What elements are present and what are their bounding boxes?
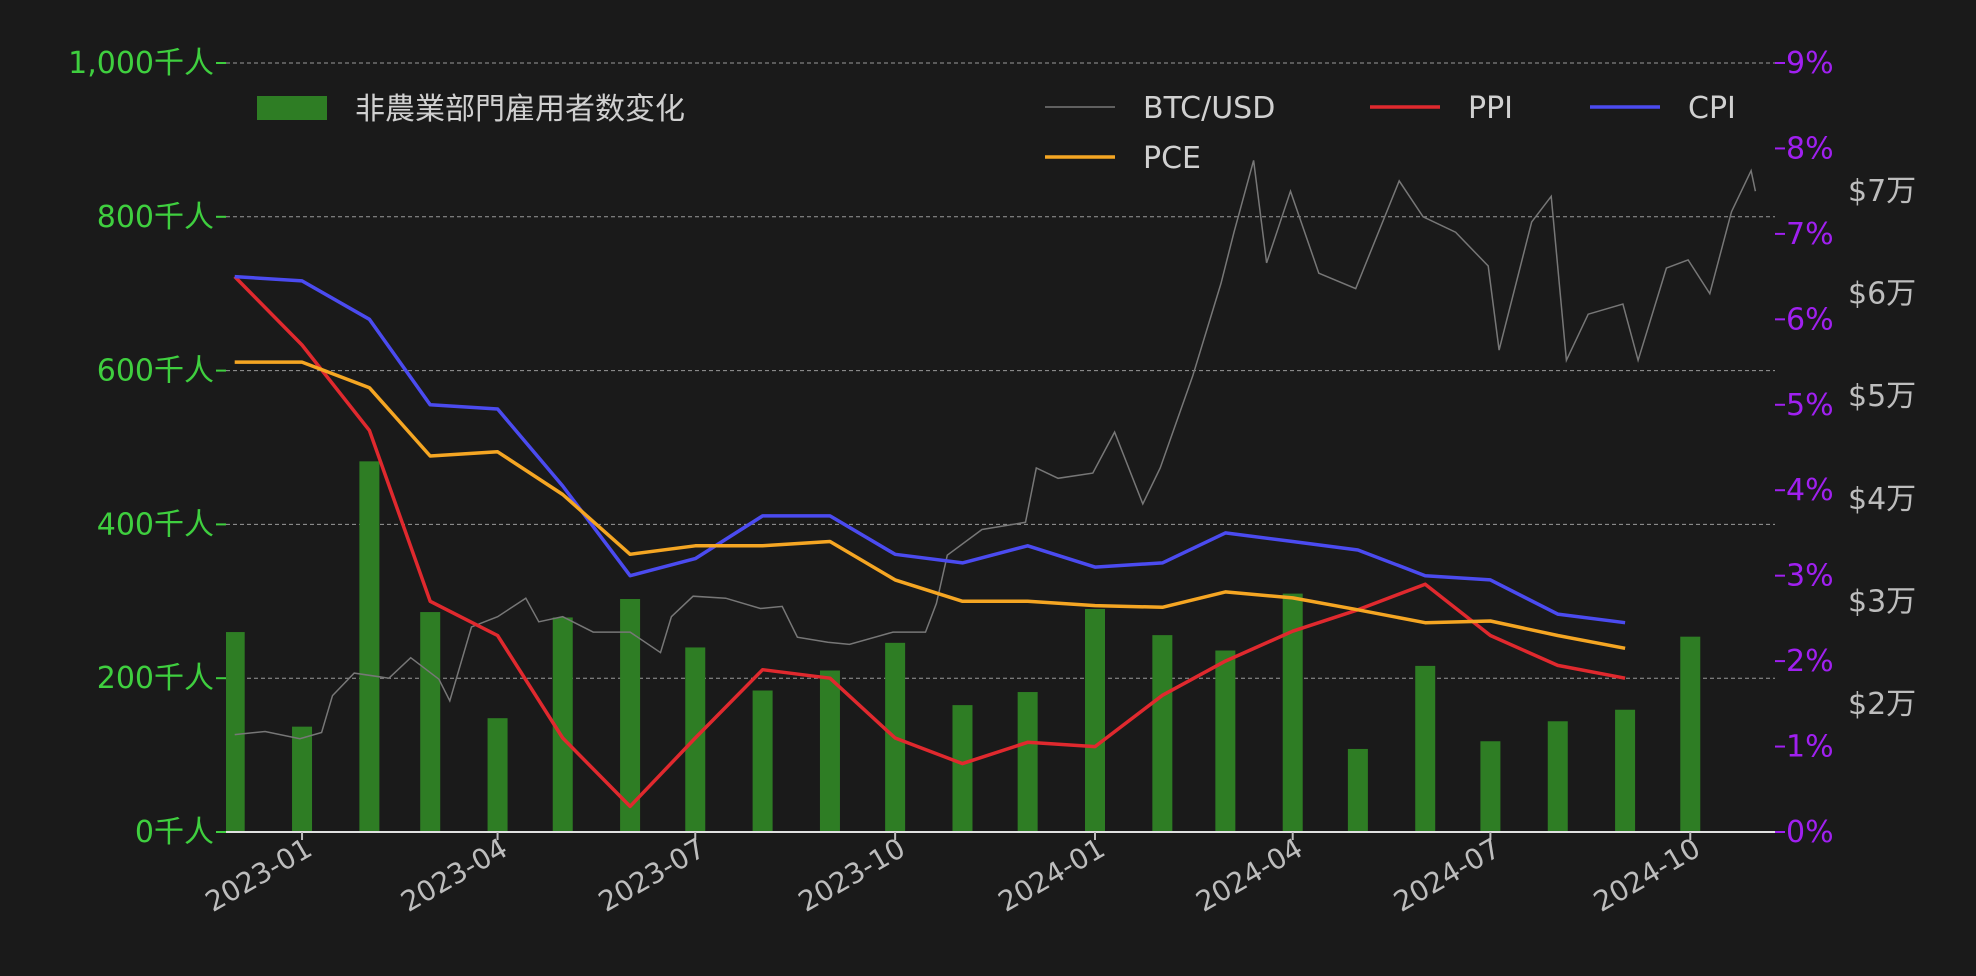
- bar: [1680, 636, 1701, 832]
- bar: [1347, 748, 1368, 832]
- x-tick-label: 2023-10: [793, 831, 911, 918]
- y-left-tick-label: 800千人: [97, 200, 214, 235]
- bar: [1282, 593, 1303, 832]
- y-right-btc-tick-label: $2万: [1848, 687, 1916, 722]
- bar: [292, 726, 313, 832]
- legend-label-pce: PCE: [1143, 141, 1201, 176]
- y-right-pct-tick-label: 6%: [1786, 302, 1834, 337]
- y-right-btc-tick-label: $7万: [1848, 174, 1916, 209]
- y-right-pct-tick-label: 5%: [1786, 388, 1834, 423]
- bar-series: [226, 461, 1701, 832]
- x-tick-label: 2023-07: [593, 831, 711, 918]
- y-left-tick-label: 1,000千人: [68, 46, 214, 81]
- bar: [552, 617, 573, 832]
- bar: [752, 690, 773, 832]
- y-right-btc-tick-label: $3万: [1848, 584, 1916, 619]
- y-right-btc-tick-label: $5万: [1848, 379, 1916, 414]
- y-right-pct-tick-label: 7%: [1786, 217, 1834, 252]
- bar: [952, 705, 973, 832]
- y-right-pct-tick-label: 3%: [1786, 559, 1834, 594]
- y-right-pct-tick-label: 4%: [1786, 473, 1834, 508]
- legend: 非農業部門雇用者数変化 BTC/USD PPI CPI PCE: [257, 91, 1736, 176]
- bar: [1615, 709, 1636, 832]
- y-right-btc-tick-label: $4万: [1848, 482, 1916, 517]
- y-left-tick-label: 600千人: [97, 354, 214, 389]
- y-right-pct-tick-label: 1%: [1786, 730, 1834, 765]
- bar: [1017, 692, 1038, 832]
- line-series: [233, 274, 1626, 809]
- btc-series: [234, 160, 1757, 740]
- line-pce: [234, 360, 1626, 651]
- bar: [226, 632, 245, 832]
- bar: [1415, 665, 1436, 832]
- bar: [1152, 635, 1173, 832]
- legend-label-btc-usd: BTC/USD: [1143, 91, 1275, 126]
- y-left-tick-label: 200千人: [97, 661, 214, 696]
- x-tick-label: 2024-01: [993, 831, 1111, 918]
- btc-line: [234, 160, 1757, 740]
- bar: [1547, 721, 1568, 832]
- bar: [359, 461, 380, 832]
- y-right-pct-tick-label: 2%: [1786, 644, 1834, 679]
- bar: [620, 598, 641, 832]
- legend-label-ppi: PPI: [1468, 91, 1513, 126]
- y-right-pct-tick-label: 9%: [1786, 46, 1834, 81]
- legend-label-cpi: CPI: [1688, 91, 1736, 126]
- legend-swatch-nfp: [257, 96, 327, 120]
- axes: 0千人 200千人 400千人 600千人 800千人 1,000千人 0% 1% 2% 3% 4%…: [68, 46, 1916, 919]
- x-tick-label: 2024-04: [1190, 831, 1308, 918]
- bar: [1480, 741, 1501, 832]
- x-tick-label: 2024-07: [1388, 831, 1506, 918]
- line-cpi: [234, 274, 1626, 625]
- x-tick-label: 2024-10: [1588, 831, 1706, 918]
- bar: [1215, 650, 1236, 832]
- bar: [487, 718, 508, 832]
- y-left-tick-label: 0千人: [135, 815, 214, 850]
- x-tick-label: 2023-04: [395, 831, 513, 918]
- bar: [819, 670, 840, 832]
- x-tick-label: 2023-01: [200, 831, 318, 918]
- legend-label-nfp: 非農業部門雇用者数変化: [355, 92, 685, 127]
- gridlines: [226, 62, 1775, 679]
- y-left-tick-label: 400千人: [97, 507, 214, 542]
- y-right-pct-tick-label: 8%: [1786, 131, 1834, 166]
- y-right-pct-tick-label: 0%: [1786, 815, 1834, 850]
- bar: [420, 612, 441, 832]
- line-ppi: [233, 275, 1626, 809]
- y-right-btc-tick-label: $6万: [1848, 277, 1916, 312]
- bar: [1085, 608, 1106, 832]
